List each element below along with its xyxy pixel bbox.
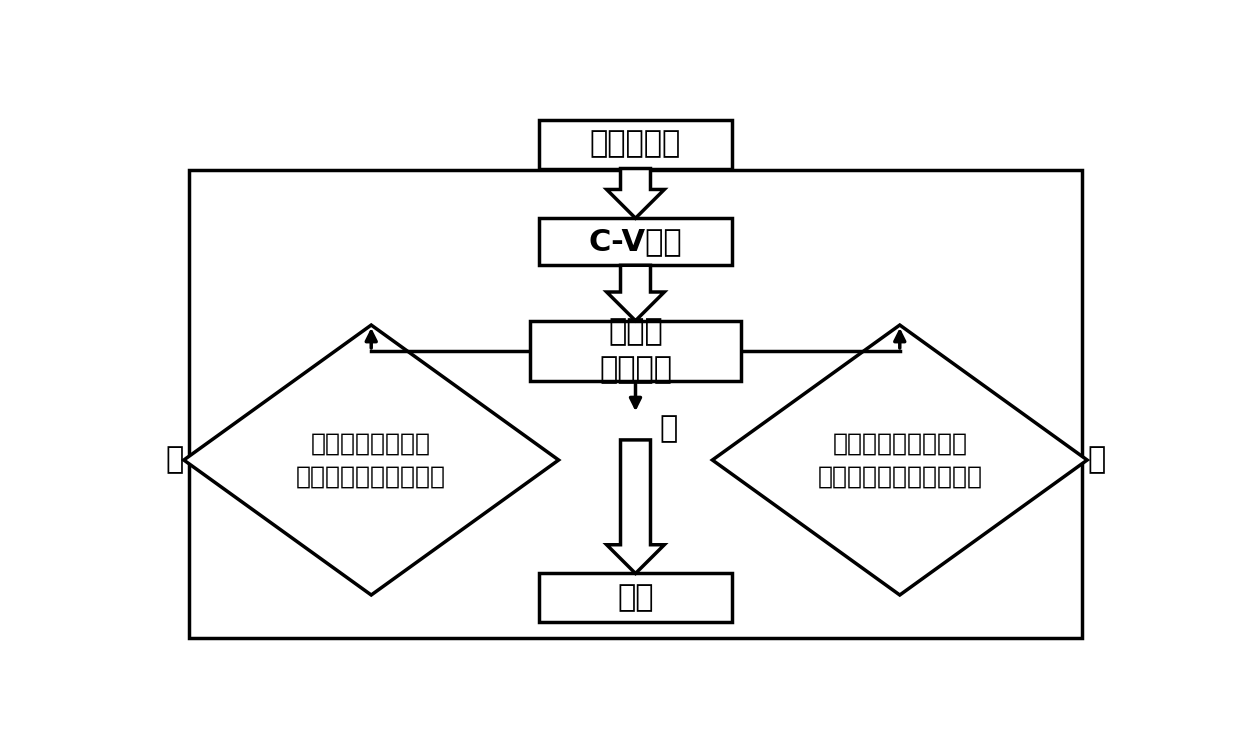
Polygon shape — [184, 325, 559, 595]
Polygon shape — [606, 266, 665, 321]
Text: 肺实质
背景区域: 肺实质 背景区域 — [599, 317, 672, 384]
Text: 结束: 结束 — [618, 583, 653, 612]
Text: 背景区域内是否含有
肺实质及其他组织、结构: 背景区域内是否含有 肺实质及其他组织、结构 — [817, 431, 982, 489]
Bar — [539, 218, 732, 266]
Text: 否: 否 — [660, 414, 678, 443]
Text: 肺实质内是否含有
背景及其他组织、结构: 肺实质内是否含有 背景及其他组织、结构 — [296, 431, 446, 489]
Bar — [529, 321, 742, 381]
Text: C-V模型: C-V模型 — [589, 228, 682, 256]
Polygon shape — [606, 169, 665, 218]
Text: 关键帧序列: 关键帧序列 — [590, 130, 681, 159]
Polygon shape — [606, 440, 665, 574]
Bar — [188, 170, 1083, 638]
Text: 是: 是 — [1087, 445, 1105, 474]
Bar — [539, 574, 732, 622]
Bar — [539, 119, 732, 169]
Text: 是: 是 — [166, 445, 184, 474]
Polygon shape — [713, 325, 1087, 595]
